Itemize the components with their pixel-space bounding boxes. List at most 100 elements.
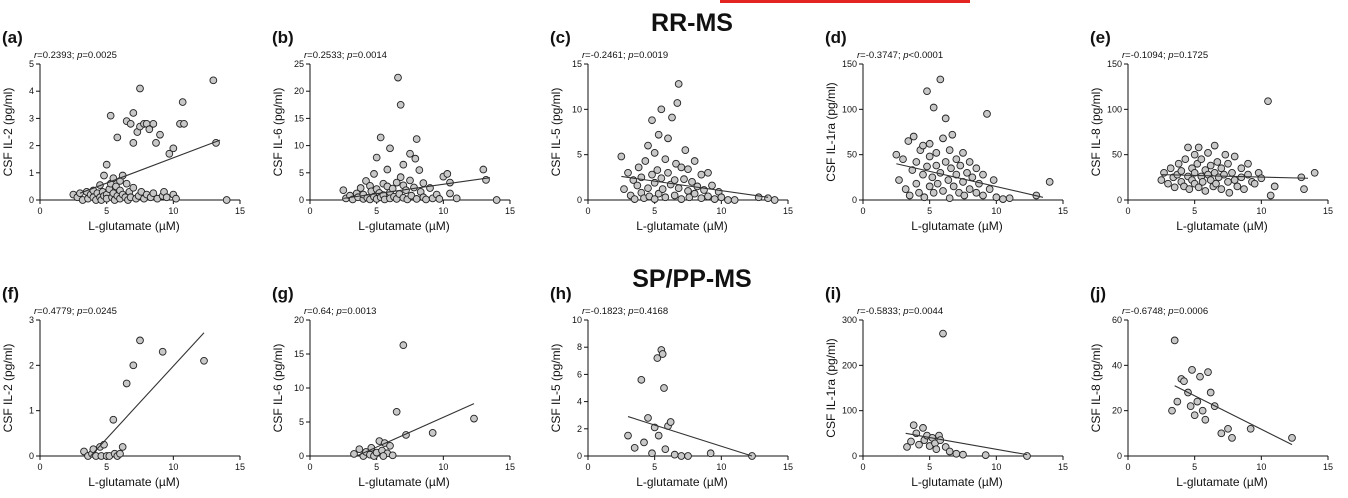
- panel-3-data-point: [764, 194, 772, 203]
- panel-5-data-point: [1230, 176, 1239, 184]
- panel-8-data-point: [660, 384, 668, 392]
- panel-1-data-point: [100, 171, 108, 180]
- panel-4-y-tick-label: 150: [842, 59, 857, 69]
- panel-8-letter: (h): [550, 284, 572, 303]
- panel-1-correlation-stat: r=0.2393; p=0.0025: [34, 50, 117, 61]
- panel-2-data-point: [415, 166, 424, 174]
- panel-6-y-axis-title: CSF IL-2 (pg/ml): [1, 344, 15, 433]
- panel-1-data-point: [209, 76, 218, 85]
- panel-5-data-point: [1210, 141, 1219, 150]
- panel-4-data-point: [908, 166, 917, 174]
- panel-10-x-tick-label: 15: [1323, 462, 1333, 472]
- panel-5-y-axis-title: CSF IL-8 (pg/ml): [1089, 88, 1103, 177]
- panel-3-data-point: [672, 159, 680, 168]
- panel-9-data-point: [907, 437, 915, 446]
- panel-8-data-point: [661, 445, 670, 454]
- panel-9-regression-line: [905, 432, 1028, 456]
- panel-3-data-point: [673, 99, 682, 107]
- panel-8-x-axis-title: L-glutamate (µM): [636, 475, 728, 489]
- panel-4-data-point: [960, 191, 969, 200]
- panel-4-data-point: [936, 75, 945, 84]
- panel-5-data-point: [1177, 167, 1186, 175]
- panel-4-data-point: [948, 130, 957, 139]
- panel-1-x-axis-title: L-glutamate (µM): [88, 219, 180, 233]
- panel-9-x-tick-label: 10: [991, 462, 1001, 472]
- panel-2-data-point: [422, 195, 430, 204]
- panel-3-data-point: [681, 146, 690, 154]
- panel-4-y-axis-title: CSF IL-1ra (pg/ml): [824, 82, 838, 181]
- panel-3-data-point: [724, 196, 732, 204]
- panel-3-data-point: [688, 178, 696, 186]
- panel-10-correlation-stat: r=-0.6748; p=0.0006: [1122, 306, 1209, 317]
- panel-6-data-point: [158, 347, 167, 356]
- panel-8-data-point: [654, 431, 663, 440]
- panel-4-data-point: [945, 146, 954, 154]
- panel-9-y-tick-label: 100: [842, 406, 857, 416]
- panel-2-data-point: [479, 165, 488, 174]
- panel-2-data-point: [383, 165, 392, 174]
- panel-7-y-tick-label: 5: [299, 417, 304, 427]
- panel-2-y-tick-label: 15: [294, 113, 304, 123]
- panel-1-data-point: [222, 196, 231, 204]
- panel-5-data-point: [1224, 178, 1232, 186]
- panel-3-data-point: [641, 157, 650, 165]
- panel-3-data-point: [685, 193, 694, 202]
- panel-7-y-tick-label: 0: [299, 451, 304, 461]
- panel-4-data-point: [925, 139, 934, 148]
- panel-1-data-point: [122, 179, 131, 188]
- panel-4-data-point: [892, 150, 901, 159]
- panel-3-data-point: [664, 134, 672, 143]
- panel-3-y-axis-title: CSF IL-5 (pg/ml): [549, 88, 563, 177]
- panel-3-data-point: [630, 195, 639, 203]
- panel-5-data-point: [1297, 173, 1306, 182]
- panel-4-data-point: [912, 179, 921, 188]
- panel-3-data-point: [644, 184, 652, 193]
- panel-4-data-point: [972, 164, 981, 173]
- panel-2-data-point: [396, 173, 405, 182]
- panel-8-data-point: [637, 375, 646, 384]
- panel-10-data-point: [1173, 397, 1182, 406]
- group-title-rr-ms: RR-MS: [651, 9, 733, 37]
- panel-2-data-point: [392, 178, 401, 187]
- panel-4-data-point: [989, 176, 998, 184]
- panel-3-data-point: [644, 141, 652, 150]
- panel-5-data-point: [1224, 159, 1232, 168]
- panel-4-data-point: [941, 114, 950, 123]
- panel-1-data-point: [76, 189, 84, 198]
- panel-3-data-point: [708, 181, 716, 190]
- panel-5-data-point: [1206, 176, 1215, 184]
- panel-9-y-tick-label: 200: [842, 360, 857, 370]
- panel-1-x-tick-label: 0: [37, 206, 42, 216]
- panel-9-data-point: [909, 421, 918, 430]
- panel-8-y-tick-label: 10: [572, 315, 582, 325]
- panel-7-data-point: [379, 452, 388, 460]
- panel-1-y-tick-label: 4: [29, 86, 34, 96]
- panel-10-x-tick-label: 10: [1256, 462, 1266, 472]
- panel-9-data-point: [952, 449, 961, 458]
- panel-3-y-tick-label: 0: [577, 195, 582, 205]
- panel-3-data-point: [661, 193, 670, 202]
- panel-9-data-point: [981, 451, 990, 459]
- panel-10-regression-line: [1174, 385, 1293, 446]
- panel-7-y-tick-label: 15: [294, 349, 304, 359]
- panel-3-data-point: [730, 196, 739, 204]
- panel-3-data-point: [664, 168, 672, 177]
- panel-6-data-point: [109, 415, 118, 424]
- panel-5-y-tick-label: 100: [1107, 104, 1122, 114]
- panel-3-x-tick-label: 5: [652, 206, 657, 216]
- panel-5-x-tick-label: 10: [1256, 206, 1266, 216]
- panel-9-y-tick-label: 300: [842, 315, 857, 325]
- panel-2-data-point: [446, 189, 454, 198]
- panel-3-data-point: [717, 193, 726, 202]
- panel-1-data-point: [129, 139, 138, 147]
- panel-4-x-axis-title: L-glutamate (µM): [911, 219, 1003, 233]
- panel-3-x-axis-title: L-glutamate (µM): [636, 219, 728, 233]
- panel-8-data-point: [706, 449, 715, 458]
- panel-9-data-point: [1023, 452, 1031, 460]
- panel-9-correlation-stat: r=-0.5833; p=0.0044: [857, 306, 944, 317]
- panel-4-y-tick-label: 50: [847, 150, 857, 160]
- panel-9-data-point: [903, 443, 911, 451]
- panel-4-data-point: [912, 158, 921, 166]
- panel-10-data-point: [1198, 406, 1207, 415]
- panel-5-data-point: [1157, 176, 1166, 184]
